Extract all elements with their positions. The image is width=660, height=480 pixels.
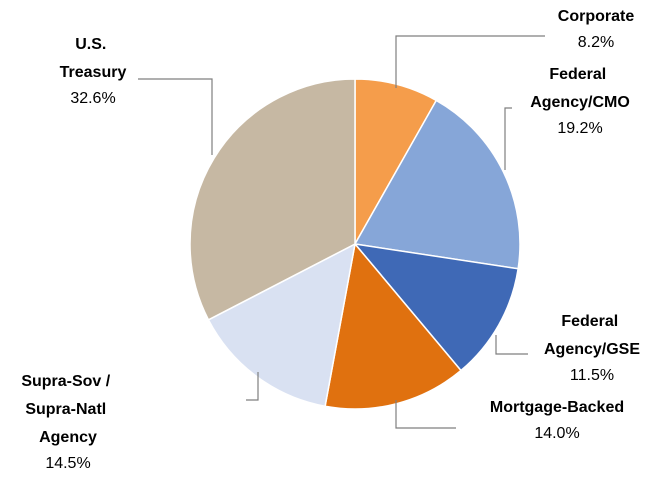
- leader-line: [395, 35, 545, 88]
- value-label: 8.2%: [578, 34, 614, 51]
- slice: [207, 242, 357, 408]
- slice: [324, 242, 463, 410]
- slice-label: Supra-Sov / Supra-Natl Agency: [21, 373, 114, 446]
- value-label: 32.6%: [70, 90, 115, 107]
- leader-line: [504, 107, 512, 170]
- slice-label: Corporate: [558, 8, 635, 25]
- value-label: 14.5%: [45, 455, 90, 472]
- value-label: 11.5%: [570, 367, 614, 384]
- slice-label: Federal Agency/CMO: [530, 66, 630, 111]
- slice: [353, 99, 521, 270]
- leader-line: [395, 400, 456, 429]
- slice-label: Mortgage-Backed: [490, 399, 624, 416]
- leader-line: [138, 78, 213, 155]
- value-label: 19.2%: [557, 120, 602, 137]
- slice-label: Federal Agency/GSE: [544, 313, 640, 358]
- slice-label: U.S. Treasury: [60, 36, 127, 81]
- slice: [189, 78, 356, 321]
- slice: [353, 242, 519, 372]
- pie: [189, 78, 521, 410]
- leader-line: [246, 372, 259, 401]
- leaders: [138, 35, 545, 429]
- value-label: 14.0%: [534, 425, 579, 442]
- leader-line: [495, 335, 528, 355]
